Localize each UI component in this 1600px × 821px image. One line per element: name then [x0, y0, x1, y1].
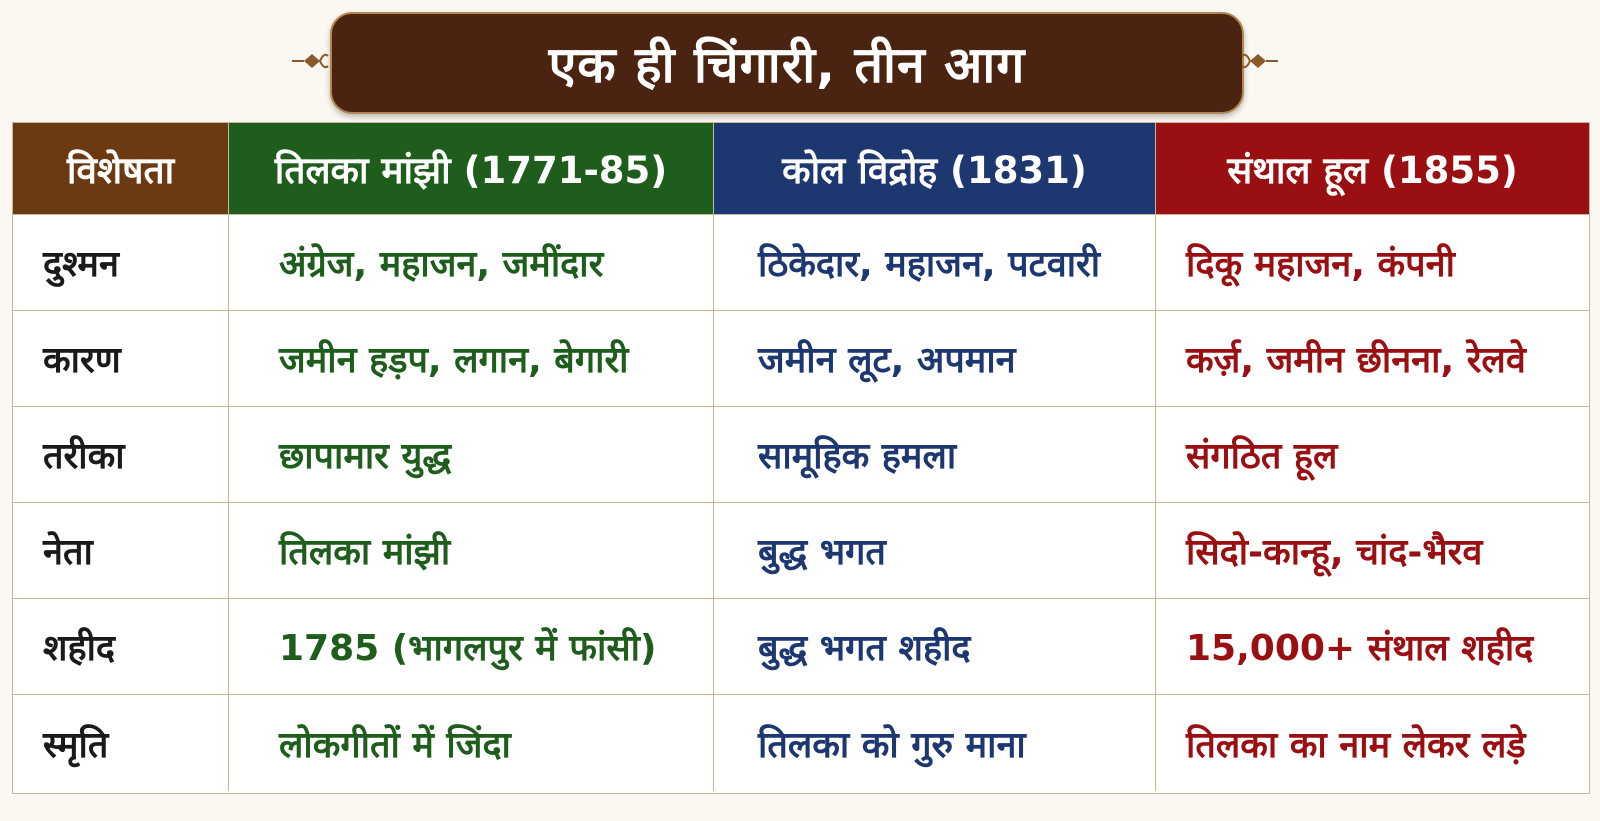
- tilka-cell: अंग्रेज, महाजन, जमींदार: [229, 215, 714, 310]
- kol-cell: तिलका को गुरु माना: [714, 695, 1156, 791]
- kol-cell: ठिकेदार, महाजन, पटवारी: [714, 215, 1156, 310]
- table-row: दुश्मन अंग्रेज, महाजन, जमींदार ठिकेदार, …: [13, 215, 1589, 311]
- header-feature: विशेषता: [13, 123, 229, 214]
- tilka-cell: लोकगीतों में जिंदा: [229, 695, 714, 791]
- tilka-cell: 1785 (भागलपुर में फांसी): [229, 599, 714, 694]
- table-row: तरीका छापामार युद्ध सामूहिक हमला संगठित …: [13, 407, 1589, 503]
- header-santhal-hul: संथाल हूल (1855): [1156, 123, 1589, 214]
- right-flourish-icon: [1241, 53, 1278, 69]
- page-title: एक ही चिंगारी, तीन आग: [548, 36, 1026, 94]
- tilka-cell: जमीन हड़प, लगान, बेगारी: [229, 311, 714, 406]
- table-row: शहीद 1785 (भागलपुर में फांसी) बुद्ध भगत …: [13, 599, 1589, 695]
- header-tilka-manjhi: तिलका मांझी (1771-85): [229, 123, 714, 214]
- row-label: तरीका: [13, 407, 229, 502]
- santhal-cell: 15,000+ संथाल शहीद: [1186, 628, 1534, 669]
- table-row: स्मृति लोकगीतों में जिंदा तिलका को गुरु …: [13, 695, 1589, 791]
- santhal-cell: कर्ज़, जमीन छीनना, रेलवे: [1186, 340, 1526, 381]
- row-label: दुश्मन: [13, 215, 229, 310]
- header-kol-revolt: कोल विद्रोह (1831): [714, 123, 1156, 214]
- left-flourish-icon: [292, 53, 329, 69]
- title-banner: एक ही चिंगारी, तीन आग: [330, 12, 1244, 114]
- tilka-cell: छापामार युद्ध: [229, 407, 714, 502]
- santhal-cell: संगठित हूल: [1186, 436, 1338, 477]
- row-label: स्मृति: [13, 695, 229, 791]
- table-header-row: विशेषता तिलका मांझी (1771-85) कोल विद्रो…: [13, 123, 1589, 215]
- row-label: शहीद: [13, 599, 229, 694]
- row-label: कारण: [13, 311, 229, 406]
- kol-cell: सामूहिक हमला: [714, 407, 1156, 502]
- santhal-cell: दिकू महाजन, कंपनी: [1186, 244, 1455, 285]
- tilka-cell: तिलका मांझी: [229, 503, 714, 598]
- title-area: एक ही चिंगारी, तीन आग: [290, 12, 1280, 114]
- table-row: नेता तिलका मांझी बुद्ध भगत सिदो-कान्हू, …: [13, 503, 1589, 599]
- kol-cell: जमीन लूट, अपमान: [714, 311, 1156, 406]
- santhal-cell: सिदो-कान्हू, चांद-भैरव: [1186, 532, 1483, 573]
- row-label: नेता: [13, 503, 229, 598]
- kol-cell: बुद्ध भगत शहीद: [714, 599, 1156, 694]
- kol-cell: बुद्ध भगत: [714, 503, 1156, 598]
- santhal-cell: तिलका का नाम लेकर लड़े: [1186, 724, 1526, 766]
- table-row: कारण जमीन हड़प, लगान, बेगारी जमीन लूट, अ…: [13, 311, 1589, 407]
- comparison-table: विशेषता तिलका मांझी (1771-85) कोल विद्रो…: [12, 122, 1590, 794]
